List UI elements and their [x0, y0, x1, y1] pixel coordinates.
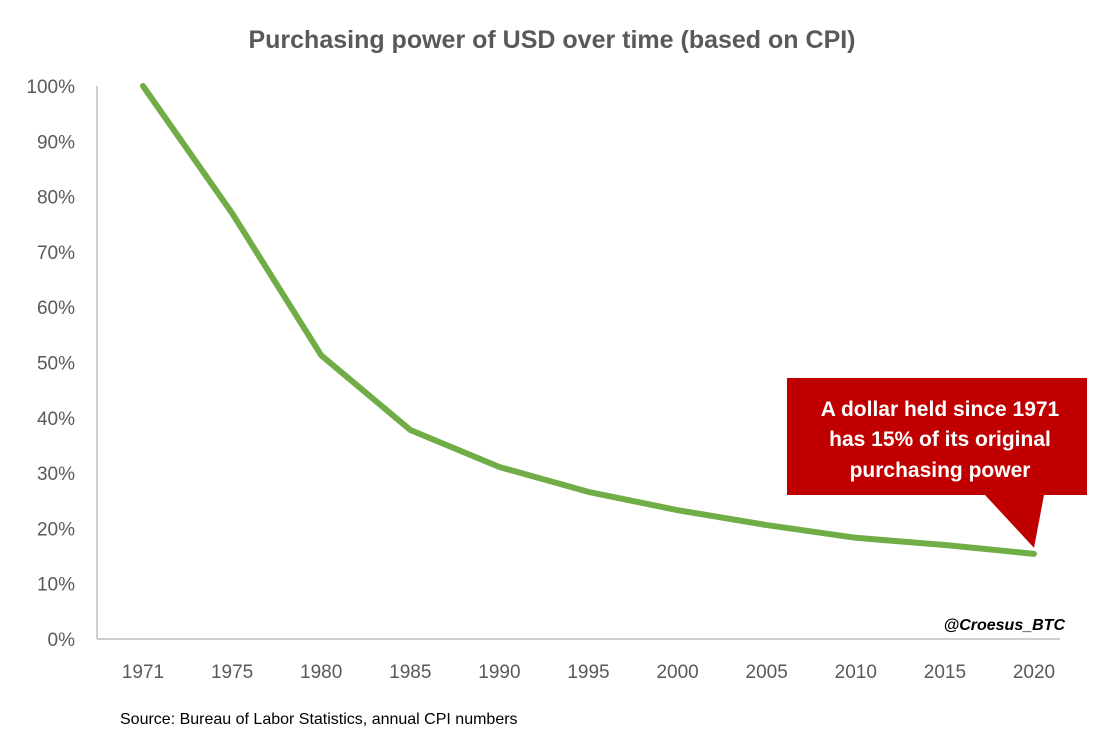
x-tick-label: 1995: [567, 662, 609, 683]
x-axis: 1971 1975 1980 1985 1990 1995 2000 2005 2010 2015…: [122, 662, 1055, 683]
callout-line-3: purchasing power: [850, 459, 1031, 482]
annotation-callout: A dollar held since 1971 has 15% of its …: [787, 378, 1087, 548]
source-note: Source: Bureau of Labor Statistics, annu…: [120, 711, 518, 728]
x-tick-label: 1980: [300, 662, 342, 683]
credit-label: @Croesus_BTC: [944, 617, 1066, 634]
y-tick-label: 0%: [48, 630, 76, 651]
callout-box: [787, 378, 1087, 548]
x-tick-label: 1971: [122, 662, 164, 683]
y-tick-label: 20%: [37, 519, 75, 540]
y-axis: 0% 10% 20% 30% 40% 50% 60% 70% 80% 90% 100%: [26, 77, 75, 651]
x-tick-label: 1975: [211, 662, 253, 683]
x-tick-label: 1990: [478, 662, 520, 683]
y-tick-label: 40%: [37, 409, 75, 430]
x-tick-label: 2020: [1013, 662, 1055, 683]
y-tick-label: 90%: [37, 132, 75, 153]
x-tick-label: 2005: [746, 662, 788, 683]
x-tick-label: 1985: [389, 662, 431, 683]
y-tick-label: 30%: [37, 464, 75, 485]
y-tick-label: 80%: [37, 188, 75, 209]
callout-line-2: has 15% of its original: [829, 428, 1051, 451]
x-tick-label: 2015: [924, 662, 966, 683]
y-tick-label: 70%: [37, 243, 75, 264]
y-tick-label: 10%: [37, 575, 75, 596]
y-tick-label: 50%: [37, 354, 75, 375]
x-tick-label: 2010: [835, 662, 877, 683]
callout-line-1: A dollar held since 1971: [821, 398, 1060, 421]
x-tick-label: 2000: [656, 662, 698, 683]
y-tick-label: 100%: [26, 77, 75, 98]
y-tick-label: 60%: [37, 298, 75, 319]
chart-title: Purchasing power of USD over time (based…: [248, 26, 855, 54]
